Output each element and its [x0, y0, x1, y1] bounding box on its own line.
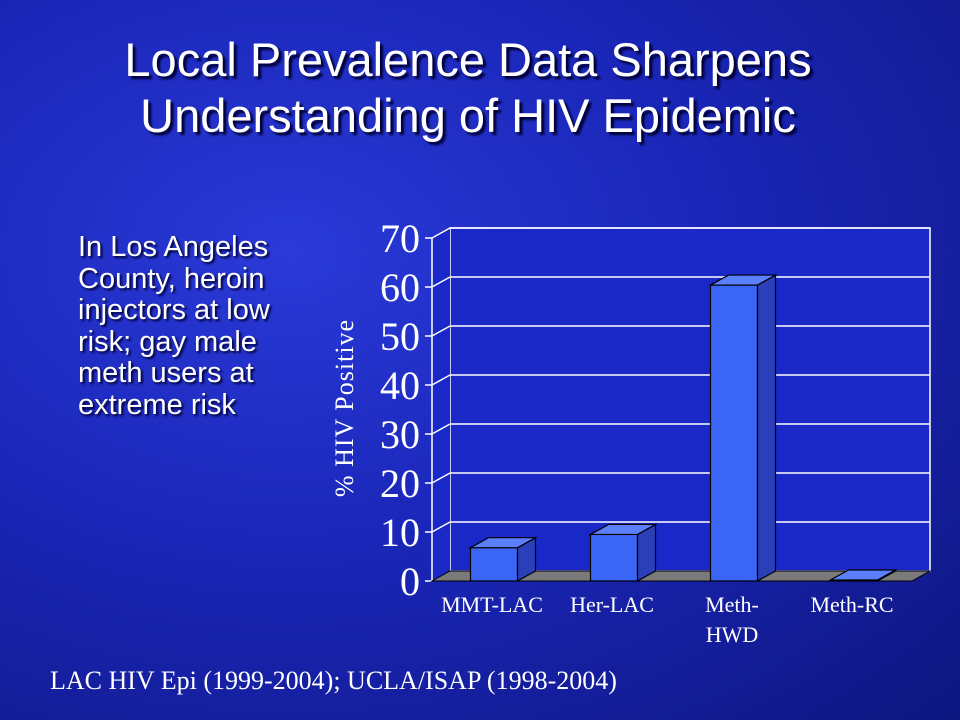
y-tick-label: 20 [380, 461, 420, 506]
bar-top [708, 274, 778, 286]
plot-side-wall [432, 228, 450, 581]
y-tick-label: 0 [400, 559, 420, 604]
title-line-2: Understanding of HIV Epidemic [140, 89, 796, 142]
bar [709, 284, 759, 582]
x-category-label: HWD [706, 622, 759, 647]
x-category-label: MMT-LAC [441, 592, 543, 617]
gridline-diagonal [431, 521, 451, 533]
bar [589, 533, 639, 582]
bar-top [588, 523, 658, 536]
y-tick-label: 50 [380, 314, 420, 359]
y-tick-label: 60 [380, 265, 420, 310]
bullet-text: In Los Angeles County, heroin injectors … [78, 231, 270, 421]
y-tick-label: 40 [380, 363, 420, 408]
y-tick-label: 30 [380, 412, 420, 457]
x-category-label: Meth- [705, 592, 759, 617]
bar [469, 547, 519, 582]
gridline-diagonal [431, 325, 451, 337]
gridline-diagonal [431, 472, 451, 484]
gridline-diagonal [431, 423, 451, 435]
gridline-diagonal [431, 227, 451, 239]
y-tick-label: 70 [380, 216, 420, 261]
y-tick-label: 10 [380, 510, 420, 555]
plot-back-wall [449, 227, 931, 572]
gridline-diagonal [431, 276, 451, 288]
slide-title: Local Prevalence Data Sharpens Understan… [0, 32, 936, 144]
gridline-diagonal [431, 374, 451, 386]
y-axis-title: % HIV Positive [330, 319, 359, 497]
source-citation: LAC HIV Epi (1999-2004); UCLA/ISAP (1998… [50, 666, 617, 695]
x-category-label: Her-LAC [570, 592, 654, 617]
bar-side [756, 274, 777, 583]
x-category-label: Meth-RC [810, 592, 893, 617]
bar-top [828, 569, 898, 581]
title-line-1: Local Prevalence Data Sharpens [124, 33, 812, 86]
bar-top [468, 537, 538, 549]
